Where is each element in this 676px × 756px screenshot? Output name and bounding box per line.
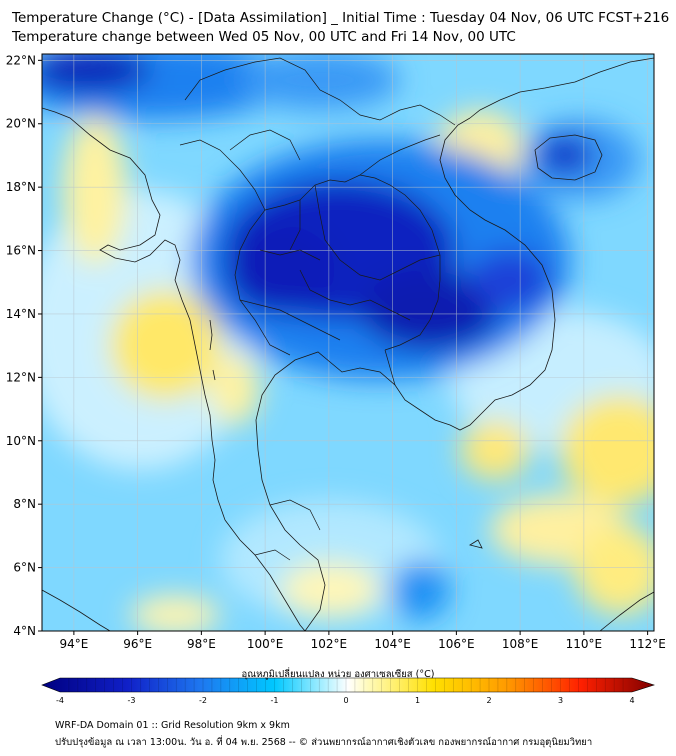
colorbar-title: อุณหภูมิเปลี่ยนแปลง หน่วย องศาเซลเซียส (… bbox=[241, 669, 435, 680]
colorbar-tick-label: 4 bbox=[629, 696, 634, 705]
colorbar-tick-label: 3 bbox=[558, 696, 563, 705]
lon-tick-label: 96°E bbox=[123, 637, 152, 651]
lat-tick-label: 18°N bbox=[6, 180, 36, 194]
colorbar-tick-label: -3 bbox=[128, 696, 136, 705]
lat-tick-label: 16°N bbox=[6, 244, 36, 258]
colorbar-segments bbox=[68, 678, 624, 692]
colorbar-tick-label: 2 bbox=[486, 696, 491, 705]
colorbar-ticks: -4 -3 -2 -1 0 1 2 3 4 bbox=[56, 696, 635, 705]
map-gridlines bbox=[42, 54, 654, 631]
update-credit: ปรับปรุงข้อมูล ณ เวลา 13:00น. วัน อ. ที่… bbox=[55, 737, 593, 748]
model-info: WRF-DA Domain 01 :: Grid Resolution 9km … bbox=[55, 720, 290, 731]
lon-tick-label: 98°E bbox=[187, 637, 216, 651]
lon-tick-label: 94°E bbox=[59, 637, 88, 651]
longitude-labels: 94°E 96°E 98°E 100°E 102°E 104°E 106°E 108°E 110… bbox=[59, 631, 666, 651]
colorbar-tick-label: -4 bbox=[56, 696, 64, 705]
country-borders bbox=[179, 57, 456, 561]
colorbar-tick-label: -1 bbox=[271, 696, 279, 705]
lon-tick-label: 106°E bbox=[438, 637, 475, 651]
map-frame bbox=[41, 53, 655, 632]
colorbar-tick-label: 1 bbox=[415, 696, 420, 705]
lat-tick-label: 12°N bbox=[6, 370, 36, 384]
coastlines bbox=[42, 57, 654, 631]
map-title: Temperature Change (°C) - [Data Assimila… bbox=[12, 10, 670, 26]
lat-tick-label: 6°N bbox=[13, 561, 36, 575]
lon-tick-label: 112°E bbox=[629, 637, 666, 651]
lon-tick-label: 110°E bbox=[566, 637, 603, 651]
lon-tick-label: 104°E bbox=[374, 637, 411, 651]
lat-tick-label: 14°N bbox=[6, 307, 36, 321]
latitude-labels: 22°N 20°N 18°N 16°N 14°N 12°N 10°N 8°N 6°N 4°N bbox=[6, 53, 42, 638]
lat-tick-label: 10°N bbox=[6, 434, 36, 448]
colorbar-tick-label: -2 bbox=[199, 696, 207, 705]
lat-tick-label: 22°N bbox=[6, 53, 36, 67]
map-subtitle: Temperature change between Wed 05 Nov, 0… bbox=[12, 29, 516, 45]
lat-tick-label: 8°N bbox=[13, 497, 36, 511]
lat-tick-label: 4°N bbox=[13, 624, 36, 638]
temperature-field bbox=[42, 54, 654, 631]
lat-tick-label: 20°N bbox=[6, 117, 36, 131]
colorbar-body bbox=[41, 677, 655, 693]
lon-tick-label: 102°E bbox=[311, 637, 348, 651]
lon-tick-label: 108°E bbox=[502, 637, 539, 651]
colorbar: -4 -3 -2 -1 0 1 2 3 4 bbox=[41, 677, 655, 705]
colorbar-tick-label: 0 bbox=[343, 696, 348, 705]
lon-tick-label: 100°E bbox=[247, 637, 284, 651]
